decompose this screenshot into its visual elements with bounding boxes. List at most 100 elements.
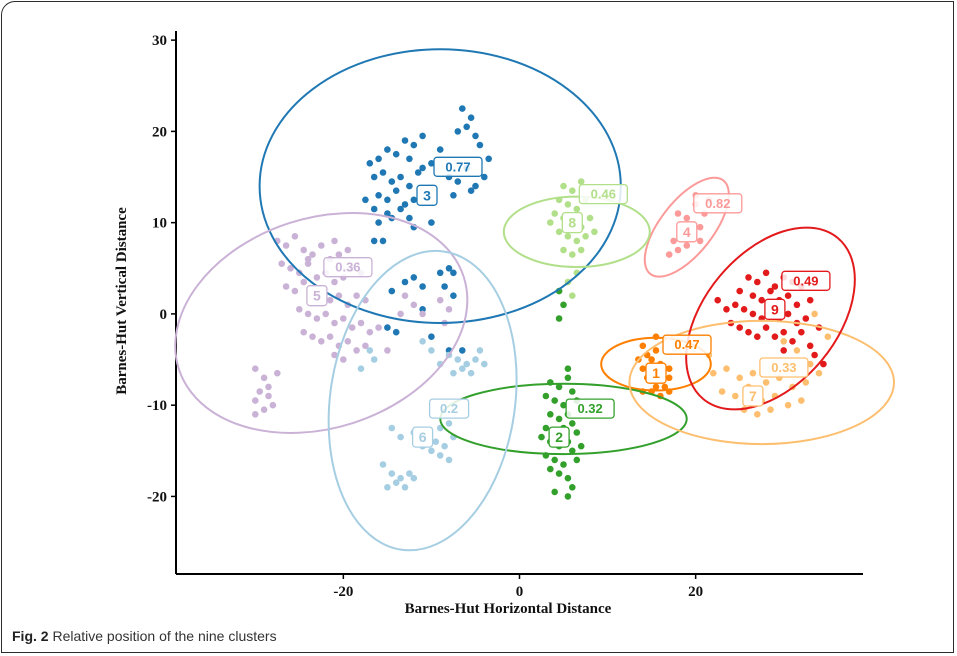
data-point-cluster-6: [388, 470, 396, 477]
data-point-cluster-6: [406, 470, 413, 477]
data-point-cluster-2: [560, 301, 567, 309]
data-point-cluster-3: [441, 283, 448, 290]
data-point-cluster-5: [282, 283, 290, 290]
silhouette-box-3: [433, 156, 483, 177]
data-point-cluster-2: [542, 392, 550, 400]
data-point-cluster-6: [436, 452, 444, 459]
data-point-cluster-9: [732, 301, 739, 309]
data-point-cluster-3: [384, 146, 391, 153]
silhouette-score-9: 0.49: [793, 273, 818, 288]
data-point-cluster-9: [754, 278, 761, 286]
data-point-cluster-7: [749, 369, 757, 377]
data-point-cluster-5: [340, 356, 347, 363]
data-point-cluster-3: [450, 269, 457, 277]
data-point-cluster-5: [278, 260, 286, 268]
data-point-cluster-3: [401, 278, 409, 286]
x-tick-label: 0: [516, 584, 524, 600]
data-point-cluster-5: [401, 292, 409, 300]
data-point-cluster-3: [428, 219, 435, 226]
data-point-cluster-5: [287, 265, 294, 272]
data-point-cluster-3: [476, 141, 484, 149]
data-point-cluster-6: [366, 347, 374, 354]
silhouette-box-1: [662, 334, 712, 355]
data-point-cluster-5: [252, 397, 259, 404]
data-point-cluster-3: [379, 237, 387, 245]
data-point-cluster-9: [767, 287, 774, 295]
data-point-cluster-5: [260, 374, 268, 382]
data-point-cluster-3: [463, 123, 471, 131]
data-point-cluster-3: [419, 283, 426, 290]
data-point-cluster-7: [798, 397, 805, 404]
data-point-cluster-2: [547, 411, 554, 418]
data-point-cluster-3: [397, 205, 404, 213]
data-point-cluster-6: [428, 347, 435, 354]
data-point-cluster-5: [304, 255, 312, 263]
cluster-label-box-5: [306, 285, 328, 307]
data-point-cluster-2: [542, 424, 550, 432]
y-tick-label: 10: [152, 216, 167, 232]
data-point-cluster-4: [670, 237, 677, 245]
data-point-cluster-5: [436, 296, 444, 304]
data-point-cluster-9: [749, 310, 757, 318]
data-point-cluster-1: [652, 383, 660, 391]
y-tick-label: 20: [152, 124, 167, 140]
data-point-cluster-6: [419, 338, 426, 345]
cluster-label-box-3: [416, 184, 438, 206]
data-point-cluster-2: [560, 461, 567, 468]
data-point-cluster-3: [401, 137, 409, 144]
data-point-cluster-7: [806, 360, 814, 368]
data-point-cluster-9: [736, 287, 743, 295]
data-point-cluster-7: [718, 388, 726, 395]
data-point-cluster-2: [538, 433, 545, 441]
data-point-cluster-9: [740, 306, 748, 313]
cluster-number-6: 6: [419, 429, 427, 445]
data-point-cluster-3: [454, 178, 462, 185]
data-point-cluster-9: [820, 360, 827, 368]
data-point-cluster-3: [419, 132, 426, 140]
data-point-cluster-5: [318, 338, 325, 345]
cluster-number-8: 8: [568, 215, 576, 231]
data-point-cluster-3: [388, 287, 396, 295]
data-point-cluster-7: [780, 338, 787, 345]
data-point-cluster-6: [467, 369, 475, 377]
data-point-cluster-8: [569, 187, 576, 194]
y-axis-title: Barnes-Hut Vertical Distance: [114, 207, 130, 395]
data-point-cluster-1: [665, 374, 673, 382]
data-point-cluster-3: [392, 187, 400, 194]
data-point-cluster-6: [370, 356, 378, 363]
data-point-cluster-3: [397, 173, 404, 181]
data-point-cluster-3: [406, 182, 413, 190]
data-point-cluster-3: [370, 205, 378, 213]
data-point-cluster-5: [326, 333, 334, 341]
data-point-cluster-5: [313, 315, 321, 322]
data-point-cluster-2: [564, 474, 572, 482]
data-point-cluster-5: [313, 274, 321, 281]
silhouette-score-1: 0.47: [674, 337, 699, 352]
data-point-cluster-7: [736, 374, 743, 382]
data-point-cluster-3: [459, 105, 466, 112]
data-point-cluster-3: [375, 192, 382, 199]
data-point-cluster-1: [661, 383, 669, 391]
data-point-cluster-9: [806, 342, 814, 350]
data-point-cluster-5: [344, 246, 352, 254]
data-point-cluster-9: [762, 324, 770, 331]
silhouette-score-6: 0.2: [440, 401, 458, 416]
data-point-cluster-3: [406, 155, 413, 163]
data-point-cluster-9: [714, 296, 721, 304]
data-point-cluster-2: [560, 401, 567, 409]
data-point-cluster-8: [560, 182, 567, 190]
data-point-cluster-3: [436, 146, 444, 153]
silhouette-box-9: [781, 270, 831, 291]
data-point-cluster-2: [555, 315, 563, 322]
data-point-cluster-3: [472, 182, 479, 190]
data-point-cluster-5: [397, 310, 404, 318]
data-point-cluster-2: [564, 374, 572, 382]
data-point-cluster-2: [577, 442, 585, 450]
data-point-cluster-6: [481, 360, 488, 368]
data-point-cluster-3: [384, 210, 391, 217]
data-point-cluster-2: [569, 388, 576, 395]
silhouette-score-3: 0.77: [445, 159, 470, 174]
data-point-cluster-3: [366, 160, 374, 167]
data-point-cluster-8: [555, 228, 563, 236]
